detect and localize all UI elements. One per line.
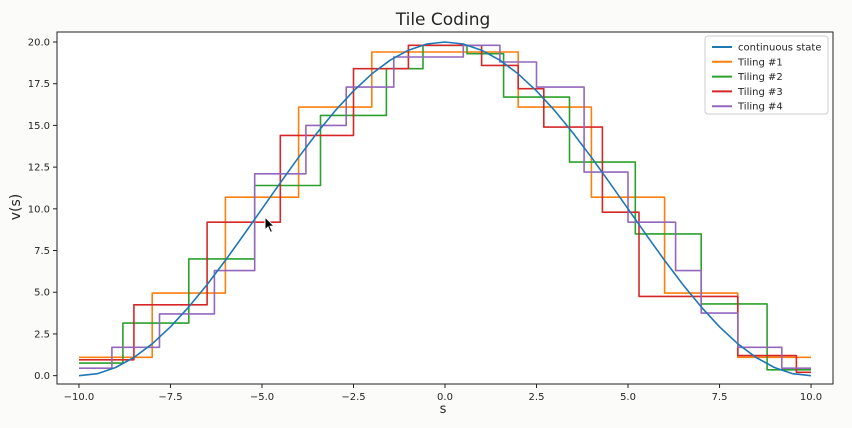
legend-label: Tiling #2 <box>737 72 783 83</box>
legend-label: Tiling #1 <box>737 57 783 68</box>
x-tick-label: 2.5 <box>529 392 545 403</box>
y-tick-label: 12.5 <box>28 163 50 174</box>
x-tick-label: 0.0 <box>437 392 453 403</box>
series-line-tiling-4 <box>79 44 811 369</box>
y-tick-label: 0.0 <box>34 371 50 382</box>
x-tick-label: 10.0 <box>800 392 822 403</box>
legend-label: Tiling #4 <box>737 102 783 113</box>
plot-layer <box>57 32 833 384</box>
y-axis-label: v(s) <box>8 194 24 221</box>
x-axis-label: s <box>440 402 447 417</box>
legend-label: Tiling #3 <box>737 87 783 98</box>
x-tick-label: −5.0 <box>250 392 274 403</box>
y-tick-label: 10.0 <box>28 204 50 215</box>
y-tick-label: 7.5 <box>34 246 50 257</box>
legend-label: continuous state <box>738 43 822 54</box>
legend: continuous state Tiling #1 Tiling #2 Tiling… <box>704 35 829 115</box>
y-tick-label: 15.0 <box>28 121 50 132</box>
plot-background <box>57 32 833 384</box>
y-tick-label: 17.5 <box>28 79 50 90</box>
x-tick-label: −10.0 <box>64 392 95 403</box>
series-line-continuous-state <box>78 41 812 377</box>
series-line-tiling-1 <box>79 51 811 359</box>
y-tick-label: 20.0 <box>28 38 50 49</box>
x-tick-label: −7.5 <box>158 392 182 403</box>
mouse-cursor-icon <box>264 216 276 234</box>
x-tick-label: 7.5 <box>712 392 728 403</box>
y-tick-label: 5.0 <box>34 288 50 299</box>
chart-title: Tile Coding <box>395 10 491 30</box>
x-tick-label: −2.5 <box>341 392 365 403</box>
series-line-tiling-3 <box>79 44 811 374</box>
legend-box <box>704 35 829 115</box>
x-tick-label: 5.0 <box>620 392 636 403</box>
y-tick-label: 2.5 <box>34 329 50 340</box>
axes-layer: −10.0 −7.5 −5.0 −2.5 0.0 2.5 5.0 7.5 10.0 0.0 2.5 5… <box>28 31 834 403</box>
